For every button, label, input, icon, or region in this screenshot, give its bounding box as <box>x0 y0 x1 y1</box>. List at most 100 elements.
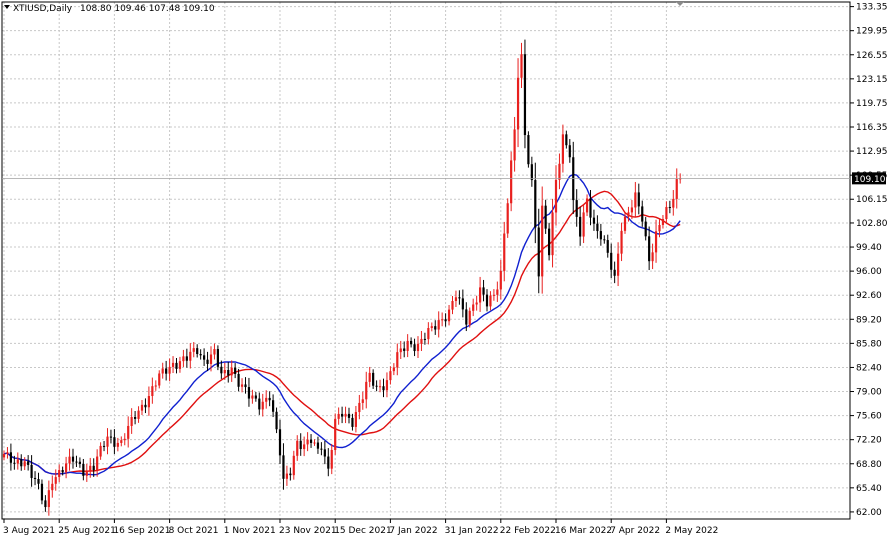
candle-body <box>341 413 344 417</box>
x-tick-label: 3 Aug 2021 <box>3 526 55 536</box>
candle <box>389 366 392 385</box>
candle-body <box>554 179 558 213</box>
candle-body <box>372 372 375 386</box>
candle-body <box>389 371 392 381</box>
candle-body <box>575 200 578 217</box>
candle-body <box>37 479 40 484</box>
candle <box>65 456 68 479</box>
candle-body <box>644 221 647 237</box>
candle <box>447 305 451 326</box>
candle-body <box>268 397 271 401</box>
candle-body <box>503 233 506 271</box>
candle <box>506 198 509 238</box>
candle-body <box>71 456 75 462</box>
candle-body <box>579 216 582 237</box>
candle-body <box>596 223 599 232</box>
candle <box>71 448 75 469</box>
candle <box>385 372 389 398</box>
candle <box>613 261 616 284</box>
candle-body <box>137 410 140 419</box>
candle <box>592 209 596 231</box>
candle-body <box>258 398 261 410</box>
symbol-label[interactable]: XTIUSD,Daily <box>13 4 73 14</box>
candle-body <box>520 54 523 78</box>
candle-body <box>672 198 675 208</box>
candle-body <box>140 404 144 411</box>
candle <box>579 206 582 246</box>
candle-body <box>430 326 433 329</box>
candle <box>33 471 37 486</box>
candle-body <box>523 54 527 136</box>
candle <box>537 208 540 294</box>
candle <box>54 469 57 491</box>
candle <box>165 360 168 381</box>
candle <box>175 357 178 374</box>
candle <box>296 435 299 461</box>
candle <box>199 349 202 360</box>
candle <box>116 437 119 452</box>
candle-body <box>209 354 213 364</box>
candle <box>606 234 609 258</box>
candle <box>372 369 375 389</box>
candle <box>347 407 351 424</box>
candle-body <box>189 351 192 361</box>
candle <box>275 407 278 434</box>
candle-body <box>406 340 409 351</box>
candle-body <box>441 319 444 321</box>
candle <box>182 349 185 367</box>
candle-body <box>30 464 33 478</box>
candle-body <box>303 444 306 450</box>
candle <box>272 394 275 418</box>
candle <box>558 153 561 190</box>
candle-body <box>75 461 78 463</box>
y-tick-label: 106.15 <box>856 195 888 205</box>
candle-body <box>637 192 640 207</box>
candle <box>209 346 213 372</box>
candle <box>102 441 106 452</box>
x-tick-label: 23 Nov 2021 <box>279 526 337 536</box>
candle-body <box>589 198 592 218</box>
candle <box>168 358 171 382</box>
candle <box>237 368 240 392</box>
candle <box>323 440 326 465</box>
candle-body <box>151 386 154 397</box>
candle-body <box>78 461 81 464</box>
scroll-marker-icon[interactable] <box>676 2 684 6</box>
candle <box>351 413 354 431</box>
candle-body <box>330 449 333 469</box>
candle-body <box>20 459 23 467</box>
symbol-dropdown-icon[interactable] <box>4 5 10 9</box>
candle-body <box>168 366 171 374</box>
candle <box>354 405 357 433</box>
y-tick-label: 68.80 <box>856 460 882 470</box>
y-tick-label: 126.55 <box>856 51 888 61</box>
candle-body <box>230 367 233 376</box>
y-tick-label: 89.20 <box>856 315 882 325</box>
candle-body <box>313 442 316 444</box>
candle-body <box>510 160 513 204</box>
candle-body <box>617 253 620 276</box>
candle-body <box>661 218 665 225</box>
candle-body <box>182 356 185 362</box>
candle <box>523 39 527 149</box>
candle <box>185 348 188 368</box>
candle <box>454 290 458 308</box>
candle <box>158 370 161 389</box>
candle <box>99 442 102 460</box>
candle-body <box>27 461 30 465</box>
candle-body <box>223 370 226 374</box>
candle <box>220 360 223 379</box>
y-tick-label: 96.00 <box>856 267 882 277</box>
candle-body <box>558 163 561 180</box>
candle <box>472 298 475 317</box>
candle <box>78 457 81 468</box>
candle-body <box>185 356 188 361</box>
candle <box>268 391 271 407</box>
candle-body <box>361 399 364 403</box>
candle <box>247 377 251 407</box>
candle-body <box>296 440 299 456</box>
candle-body <box>399 348 402 353</box>
candle <box>651 243 654 270</box>
